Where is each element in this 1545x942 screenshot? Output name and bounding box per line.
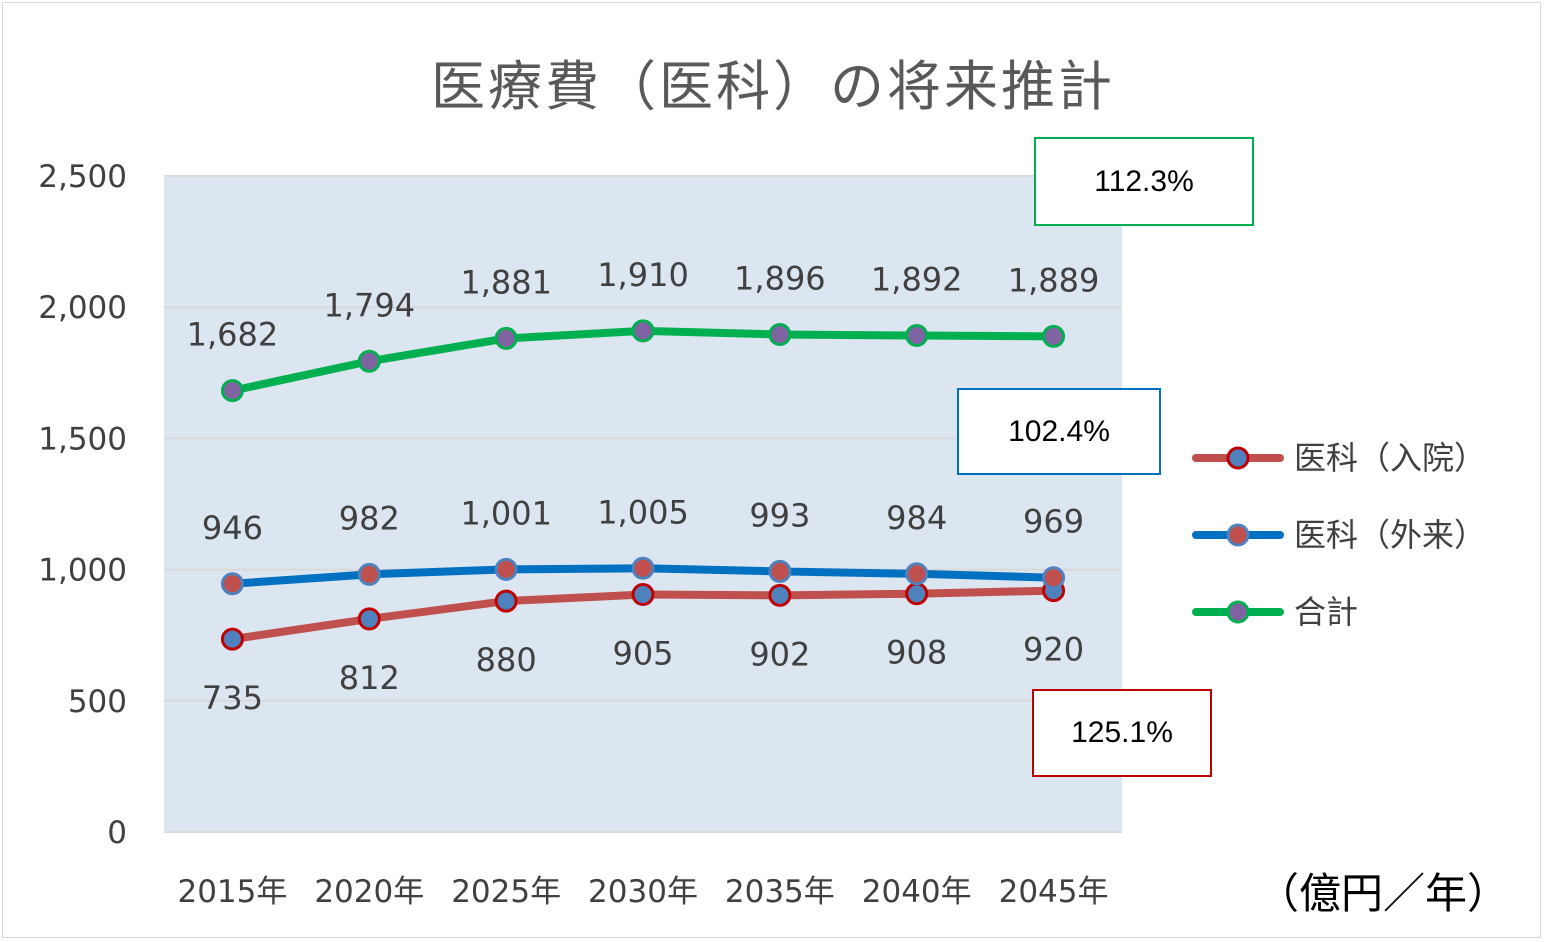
x-tick-label: 2030年 bbox=[588, 874, 698, 910]
data-point bbox=[631, 583, 655, 607]
data-point bbox=[494, 557, 518, 581]
legend-marker bbox=[1226, 600, 1250, 624]
data-label: 984 bbox=[886, 499, 947, 537]
data-point bbox=[631, 319, 655, 343]
legend: 医科（入院） 医科（外来） 合計 bbox=[1192, 439, 1486, 631]
legend-item: 合計 bbox=[1192, 593, 1358, 631]
data-label: 946 bbox=[202, 509, 263, 547]
data-label: 982 bbox=[339, 499, 400, 537]
data-point bbox=[768, 322, 792, 346]
legend-label: 医科（入院） bbox=[1294, 439, 1486, 477]
legend-marker bbox=[1226, 523, 1250, 547]
x-tick-label: 2045年 bbox=[999, 874, 1109, 910]
data-point bbox=[357, 607, 381, 631]
data-label: 1,892 bbox=[871, 261, 963, 299]
unit-label: （億円／年） bbox=[1257, 869, 1509, 918]
data-label: 1,889 bbox=[1008, 261, 1100, 299]
growth-rate-outpatient-box: 102.4% bbox=[957, 388, 1161, 475]
y-axis: 0 500 1,000 1,500 2,000 2,500 bbox=[38, 159, 127, 851]
y-tick-label: 1,000 bbox=[38, 553, 127, 589]
growth-rate-total-box: 112.3% bbox=[1034, 137, 1254, 226]
data-point bbox=[768, 583, 792, 607]
x-tick-label: 2035年 bbox=[725, 874, 835, 910]
data-point bbox=[1042, 566, 1066, 590]
data-point bbox=[357, 562, 381, 586]
data-label: 908 bbox=[886, 634, 947, 672]
y-tick-label: 0 bbox=[107, 815, 127, 851]
data-label: 880 bbox=[476, 641, 537, 679]
data-label: 1,794 bbox=[323, 286, 415, 324]
line-chart: 医療費（医科）の将来推計 0 500 1,000 1,500 2,000 2,500 20… bbox=[38, 55, 1509, 918]
data-point bbox=[905, 562, 929, 586]
y-tick-label: 2,000 bbox=[38, 290, 127, 326]
data-point bbox=[220, 379, 244, 403]
data-point bbox=[357, 349, 381, 373]
data-point bbox=[494, 326, 518, 350]
data-point bbox=[768, 559, 792, 583]
data-label: 1,910 bbox=[597, 256, 689, 294]
data-label: 1,896 bbox=[734, 259, 826, 297]
x-tick-label: 2040年 bbox=[862, 874, 972, 910]
data-label: 902 bbox=[749, 635, 810, 673]
data-point bbox=[494, 589, 518, 613]
y-tick-label: 1,500 bbox=[38, 421, 127, 457]
x-axis: 2015年 2020年 2025年 2030年 2035年 2040年 2045年 bbox=[177, 874, 1108, 910]
data-point bbox=[905, 582, 929, 606]
data-point bbox=[220, 627, 244, 651]
data-label: 735 bbox=[202, 679, 263, 717]
data-point bbox=[1042, 324, 1066, 348]
y-tick-label: 500 bbox=[68, 684, 127, 720]
data-point bbox=[631, 556, 655, 580]
x-tick-label: 2025年 bbox=[451, 874, 561, 910]
data-label: 920 bbox=[1023, 631, 1084, 669]
x-tick-label: 2020年 bbox=[314, 874, 424, 910]
legend-item: 医科（外来） bbox=[1192, 516, 1486, 554]
series-layer: 735 812 880 905 902 908 920 946 982 1,001 1,005 993… bbox=[187, 256, 1100, 717]
legend-item: 医科（入院） bbox=[1192, 439, 1486, 477]
data-label: 1,881 bbox=[460, 263, 552, 301]
legend-label: 合計 bbox=[1294, 593, 1358, 631]
growth-rate-inpatient-box: 125.1% bbox=[1032, 689, 1212, 777]
x-tick-label: 2015年 bbox=[177, 874, 287, 910]
y-tick-label: 2,500 bbox=[38, 159, 127, 195]
data-label: 1,001 bbox=[460, 494, 552, 532]
data-label: 969 bbox=[1023, 503, 1084, 541]
legend-label: 医科（外来） bbox=[1294, 516, 1486, 554]
data-label: 905 bbox=[612, 635, 673, 673]
data-label: 812 bbox=[339, 659, 400, 697]
data-label: 1,005 bbox=[597, 493, 689, 531]
data-label: 1,682 bbox=[187, 316, 279, 354]
data-point bbox=[220, 572, 244, 596]
chart-title: 医療費（医科）の将来推計 bbox=[431, 55, 1115, 118]
plot-area bbox=[164, 176, 1122, 832]
data-label: 993 bbox=[749, 496, 810, 534]
legend-marker bbox=[1226, 446, 1250, 470]
data-point bbox=[905, 324, 929, 348]
